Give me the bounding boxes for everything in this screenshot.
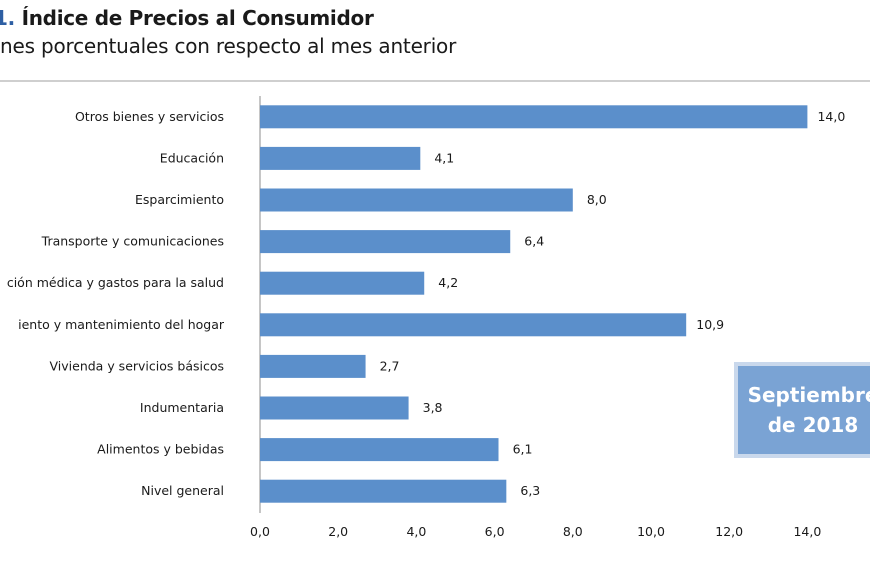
category-label-7: Indumentaria <box>140 400 224 415</box>
category-label-8: Alimentos y bebidas <box>97 442 224 457</box>
category-label-4: ción médica y gastos para la salud <box>7 275 224 290</box>
category-label-9: Nivel general <box>141 483 224 498</box>
x-tick-label-4: 8,0 <box>563 524 583 539</box>
bar-5 <box>260 313 687 337</box>
x-tick-label-7: 14,0 <box>793 524 821 539</box>
chart-subtitle: nes porcentuales con respecto al mes ant… <box>0 34 457 58</box>
x-tick-label-1: 2,0 <box>328 524 348 539</box>
bar-2 <box>260 188 573 212</box>
bar-4 <box>260 271 425 295</box>
x-tick-label-2: 4,0 <box>406 524 426 539</box>
bar-6 <box>260 354 366 378</box>
period-badge-line2: de 2018 <box>767 413 859 437</box>
chart-title: 1. Índice de Precios al Consumidor <box>0 6 374 30</box>
category-label-0: Otros bienes y servicios <box>75 109 224 124</box>
x-tick-label-6: 12,0 <box>715 524 743 539</box>
x-tick-label-3: 6,0 <box>485 524 505 539</box>
value-label-9: 6,3 <box>520 483 540 498</box>
bar-8 <box>260 438 499 462</box>
value-label-3: 6,4 <box>524 234 544 249</box>
category-label-2: Esparcimiento <box>135 192 224 207</box>
value-label-4: 4,2 <box>438 275 458 290</box>
value-label-2: 8,0 <box>587 192 607 207</box>
value-label-6: 2,7 <box>380 358 400 373</box>
bar-0 <box>260 105 808 129</box>
x-tick-label-5: 10,0 <box>637 524 665 539</box>
period-badge-line1: Septiembre <box>747 383 870 407</box>
category-label-1: Educación <box>160 150 224 165</box>
value-label-8: 6,1 <box>513 442 533 457</box>
bar-9 <box>260 479 507 503</box>
value-label-0: 14,0 <box>817 109 845 124</box>
value-label-5: 10,9 <box>696 317 724 332</box>
title-text: Índice de Precios al Consumidor <box>21 6 374 30</box>
category-label-3: Transporte y comunicaciones <box>41 234 224 249</box>
bar-3 <box>260 230 511 254</box>
x-tick-label-0: 0,0 <box>250 524 270 539</box>
category-label-5: iento y mantenimiento del hogar <box>18 317 225 332</box>
value-label-7: 3,8 <box>423 400 443 415</box>
title-number: 1. <box>0 6 15 30</box>
period-badge: Septiembre de 2018 <box>738 366 870 454</box>
bar-7 <box>260 396 409 420</box>
category-label-6: Vivienda y servicios básicos <box>50 358 224 373</box>
value-label-1: 4,1 <box>434 150 454 165</box>
bar-1 <box>260 146 421 170</box>
